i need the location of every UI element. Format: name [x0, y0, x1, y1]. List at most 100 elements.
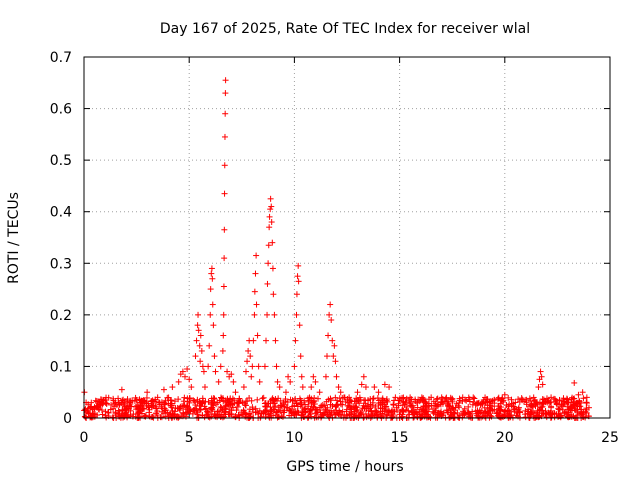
data-point — [221, 190, 228, 197]
data-point — [310, 373, 317, 380]
data-point — [485, 410, 492, 417]
y-tick-label: 0 — [63, 411, 72, 427]
data-point — [344, 402, 351, 409]
data-point — [345, 399, 352, 406]
data-point — [328, 317, 335, 324]
data-point — [413, 409, 420, 416]
data-point — [578, 406, 585, 413]
data-point — [417, 396, 424, 403]
data-point — [353, 398, 360, 405]
x-axis-title: GPS time / hours — [286, 459, 403, 475]
data-point — [501, 391, 508, 398]
data-point — [403, 395, 410, 402]
data-point — [312, 406, 319, 413]
data-point — [132, 403, 139, 410]
data-point — [233, 407, 240, 414]
data-point — [208, 404, 215, 411]
data-point — [354, 389, 361, 396]
data-point — [348, 411, 355, 418]
data-point — [272, 395, 279, 402]
data-point — [274, 378, 281, 385]
data-point — [515, 406, 522, 413]
data-point — [423, 409, 430, 416]
data-point — [161, 399, 168, 406]
data-point — [535, 384, 542, 391]
data-point — [575, 400, 582, 407]
data-point — [276, 413, 283, 420]
data-point — [91, 404, 98, 411]
data-point — [291, 410, 298, 417]
data-point — [539, 381, 546, 388]
data-point — [201, 384, 208, 391]
data-point — [361, 397, 368, 404]
data-point — [583, 399, 590, 406]
data-point — [192, 401, 199, 408]
data-point — [266, 224, 273, 231]
data-point — [81, 413, 88, 420]
data-point — [324, 353, 331, 360]
data-point — [536, 407, 543, 414]
data-point — [269, 265, 276, 272]
data-point — [480, 396, 487, 403]
data-point — [560, 395, 567, 402]
data-point — [140, 397, 147, 404]
data-point — [280, 399, 287, 406]
data-point — [221, 162, 228, 169]
x-tick-label: 25 — [601, 430, 619, 446]
chart-title: Day 167 of 2025, Rate Of TEC Index for r… — [160, 21, 530, 37]
data-point — [271, 400, 278, 407]
data-point — [399, 407, 406, 414]
data-point — [118, 412, 125, 419]
data-point — [329, 403, 336, 410]
data-point — [461, 410, 468, 417]
data-point — [319, 401, 326, 408]
data-point — [219, 407, 226, 414]
data-point — [208, 270, 215, 277]
data-point — [553, 411, 560, 418]
data-point — [414, 399, 421, 406]
data-point — [235, 411, 242, 418]
data-point — [419, 408, 426, 415]
data-point — [228, 371, 235, 378]
data-point — [169, 384, 176, 391]
data-point — [210, 322, 217, 329]
data-point — [529, 407, 536, 414]
data-point — [265, 242, 272, 249]
data-point — [580, 395, 587, 402]
data-point — [346, 394, 353, 401]
data-point — [571, 379, 578, 386]
data-point — [227, 411, 234, 418]
data-point — [161, 405, 168, 412]
data-point — [288, 406, 295, 413]
data-point — [250, 409, 256, 416]
data-point — [327, 395, 334, 402]
data-point — [508, 396, 515, 403]
data-point — [164, 409, 171, 416]
data-point — [162, 413, 169, 420]
data-point — [219, 347, 226, 354]
data-point — [441, 397, 448, 404]
data-point — [308, 407, 315, 414]
data-point — [348, 398, 355, 405]
data-point — [264, 280, 271, 287]
data-point — [262, 337, 269, 344]
data-point — [292, 337, 299, 344]
data-point — [418, 394, 425, 401]
data-point — [181, 373, 188, 380]
data-point — [110, 405, 117, 412]
data-point — [209, 301, 216, 308]
data-point — [222, 77, 229, 84]
data-point — [222, 90, 229, 97]
data-point — [188, 384, 195, 391]
data-point — [277, 408, 284, 415]
data-point — [371, 384, 378, 391]
data-point — [575, 391, 582, 398]
data-point — [186, 407, 193, 414]
data-point — [84, 407, 91, 414]
data-point — [268, 219, 275, 226]
data-point — [510, 403, 517, 410]
data-point — [220, 332, 227, 339]
data-point — [308, 395, 315, 402]
data-point — [109, 414, 116, 421]
data-point — [423, 400, 430, 407]
